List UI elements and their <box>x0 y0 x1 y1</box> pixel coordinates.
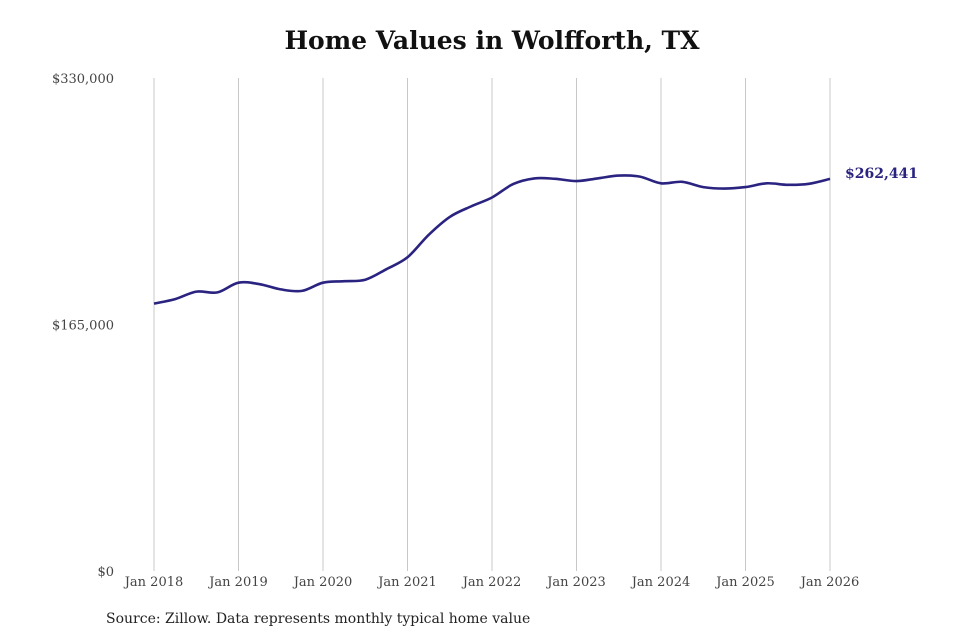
x-tick-label: Jan 2021 <box>376 575 437 590</box>
x-tick-label: Jan 2023 <box>545 575 606 590</box>
x-tick-label: Jan 2025 <box>714 575 775 590</box>
x-tick-label: Jan 2022 <box>461 575 522 590</box>
x-tick-label: Jan 2019 <box>207 575 268 590</box>
x-tick-label: Jan 2024 <box>630 575 691 590</box>
y-tick-label: $165,000 <box>52 319 114 334</box>
y-tick-label: $0 <box>97 565 114 580</box>
home-value-line <box>153 174 831 305</box>
y-tick-label: $330,000 <box>52 72 114 87</box>
x-tick-label: Jan 2020 <box>292 575 353 590</box>
x-tick-label: Jan 2026 <box>799 575 860 590</box>
source-note: Source: Zillow. Data represents monthly … <box>106 611 531 627</box>
end-value-label: $262,441 <box>845 166 918 182</box>
x-tick-label: Jan 2018 <box>123 575 184 590</box>
chart-title: Home Values in Wolfforth, TX <box>284 26 700 55</box>
